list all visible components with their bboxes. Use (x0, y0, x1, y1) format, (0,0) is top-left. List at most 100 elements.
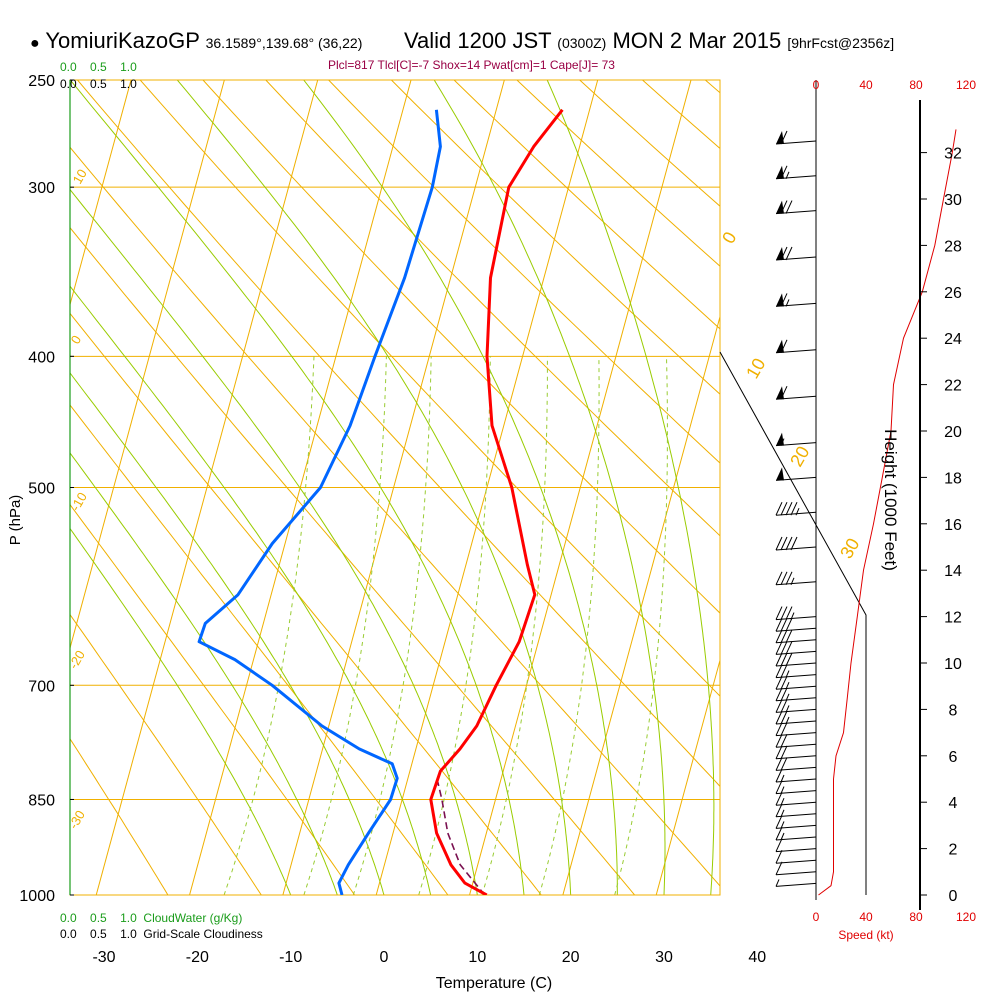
wind-flag (775, 768, 783, 783)
isotherm-label: 20 (786, 443, 813, 470)
wind-flag (775, 571, 783, 586)
x-axis-label: Temperature (C) (436, 975, 552, 992)
wind-flag (775, 675, 783, 690)
height-tick-label: 24 (944, 331, 962, 348)
isotherm-label: 30 (836, 535, 863, 562)
wind-barb (775, 778, 817, 783)
height-tick-label: 0 (949, 888, 958, 905)
isotherm-line (282, 80, 505, 895)
moist-adiabat (176, 80, 572, 895)
height-tick-label: 10 (944, 656, 962, 673)
wind-flag (780, 733, 788, 748)
height-tick-label: 14 (944, 563, 962, 580)
wind-flag (785, 606, 793, 620)
valid-label: Valid 1200 JST (404, 28, 552, 53)
height-tick-label: 8 (949, 702, 958, 719)
wind-pennant (776, 247, 784, 260)
height-tick-label: 20 (944, 424, 962, 441)
isotherm-label: -30 (66, 808, 88, 832)
wind-flag (785, 536, 793, 551)
mixing-ratio-line (418, 356, 491, 895)
wind-flag (775, 745, 783, 760)
wind-pennant (776, 386, 784, 400)
dry-adiabat (265, 80, 720, 537)
isotherm-line (0, 0, 73, 924)
chart-title: ● YomiuriKazoGP 36.1589°,139.68° (36,22) (30, 28, 363, 53)
wind-barb (775, 813, 817, 818)
wind-barb (775, 859, 817, 864)
wind-flag (775, 826, 783, 841)
wind-half-flag (780, 821, 785, 829)
wind-flag (780, 617, 788, 632)
speed-label: Speed (kt) (838, 928, 893, 942)
wind-flag (790, 501, 798, 516)
wind-pennant (776, 432, 784, 446)
wind-half-flag (780, 832, 785, 841)
wind-flag (775, 664, 783, 678)
pressure-tick-label: 250 (28, 73, 55, 90)
cloudwater-label: CloudWater (g/Kg) (143, 911, 243, 925)
profiles (197, 108, 564, 905)
moist-adiabat (546, 80, 715, 895)
isotherm-label: -10 (68, 490, 90, 514)
isotherm-line (655, 658, 720, 895)
cloudwater-legend: 0.0 0.5 1.0 CloudWater (g/Kg) (60, 911, 243, 925)
wind-flag (780, 339, 788, 354)
model-name: YomiuriKazoGP (45, 28, 200, 53)
wind-half-flag (785, 670, 790, 678)
moist-adiabat (433, 80, 666, 895)
mixing-ratio-label: 5 (404, 899, 421, 913)
wind-flag (780, 130, 788, 145)
dry-adiabat (202, 80, 720, 614)
wind-half-flag (780, 774, 785, 783)
temperature-line (429, 108, 564, 895)
isotherm-line (70, 80, 132, 307)
cloudiness-label: Grid-Scale Cloudiness (143, 927, 263, 941)
moist-adiabat (70, 80, 525, 895)
dry-adiabat (70, 613, 262, 895)
wind-flag (780, 629, 788, 644)
mixing-ratio-line (223, 356, 315, 895)
isotherm-line (375, 80, 599, 895)
y-axis-label: P (hPa) (7, 495, 24, 546)
forecast-label: [9hrFcst@2356z] (787, 35, 895, 51)
wind-barb (775, 766, 817, 771)
utc-label: (0300Z) (557, 35, 607, 51)
height-tick-label: 30 (944, 192, 962, 209)
height-tick-label: 4 (949, 795, 958, 812)
wind-flag (785, 617, 793, 632)
pressure-tick-label: 1000 (19, 888, 55, 905)
wind-flag (775, 536, 783, 551)
wind-barb (775, 871, 817, 876)
wind-flag (780, 699, 788, 713)
wind-flag (775, 710, 783, 725)
moist-adiabat (303, 80, 618, 895)
mixing-ratio-line (352, 356, 432, 895)
mixing-ratio-label: 2 (290, 899, 307, 913)
temperature-tick-label: 0 (380, 949, 389, 966)
wind-flag (775, 617, 783, 632)
surface-dewpoint-dot (369, 898, 376, 905)
cloudwater-ticks-top: 0.0 0.5 1.0 (60, 60, 137, 74)
wind-half-flag (780, 786, 785, 794)
moist-adiabat (70, 372, 385, 895)
wind-flag (780, 501, 788, 516)
wind-half-flag (780, 798, 785, 806)
terrain-outline (719, 351, 867, 895)
wind-barb (775, 581, 817, 586)
date-label: MON 2 Mar 2015 (612, 28, 782, 53)
height-tick-label: 6 (949, 749, 958, 766)
mixing-ratio-line (614, 356, 668, 895)
pressure-tick-label: 700 (28, 678, 55, 695)
dry-adiabat (70, 146, 720, 887)
wind-flag (775, 606, 783, 620)
wind-barb (775, 685, 817, 690)
wind-barb (775, 616, 817, 621)
dry-adiabat (70, 503, 356, 895)
mixing-ratio-line (303, 356, 387, 895)
wind-speed-line (818, 129, 957, 896)
height-axis-label: Height (1000 Feet) (881, 429, 900, 571)
wind-flag (775, 687, 783, 702)
wind-flag (775, 501, 783, 516)
speed-tick-top: 0 (813, 78, 820, 92)
